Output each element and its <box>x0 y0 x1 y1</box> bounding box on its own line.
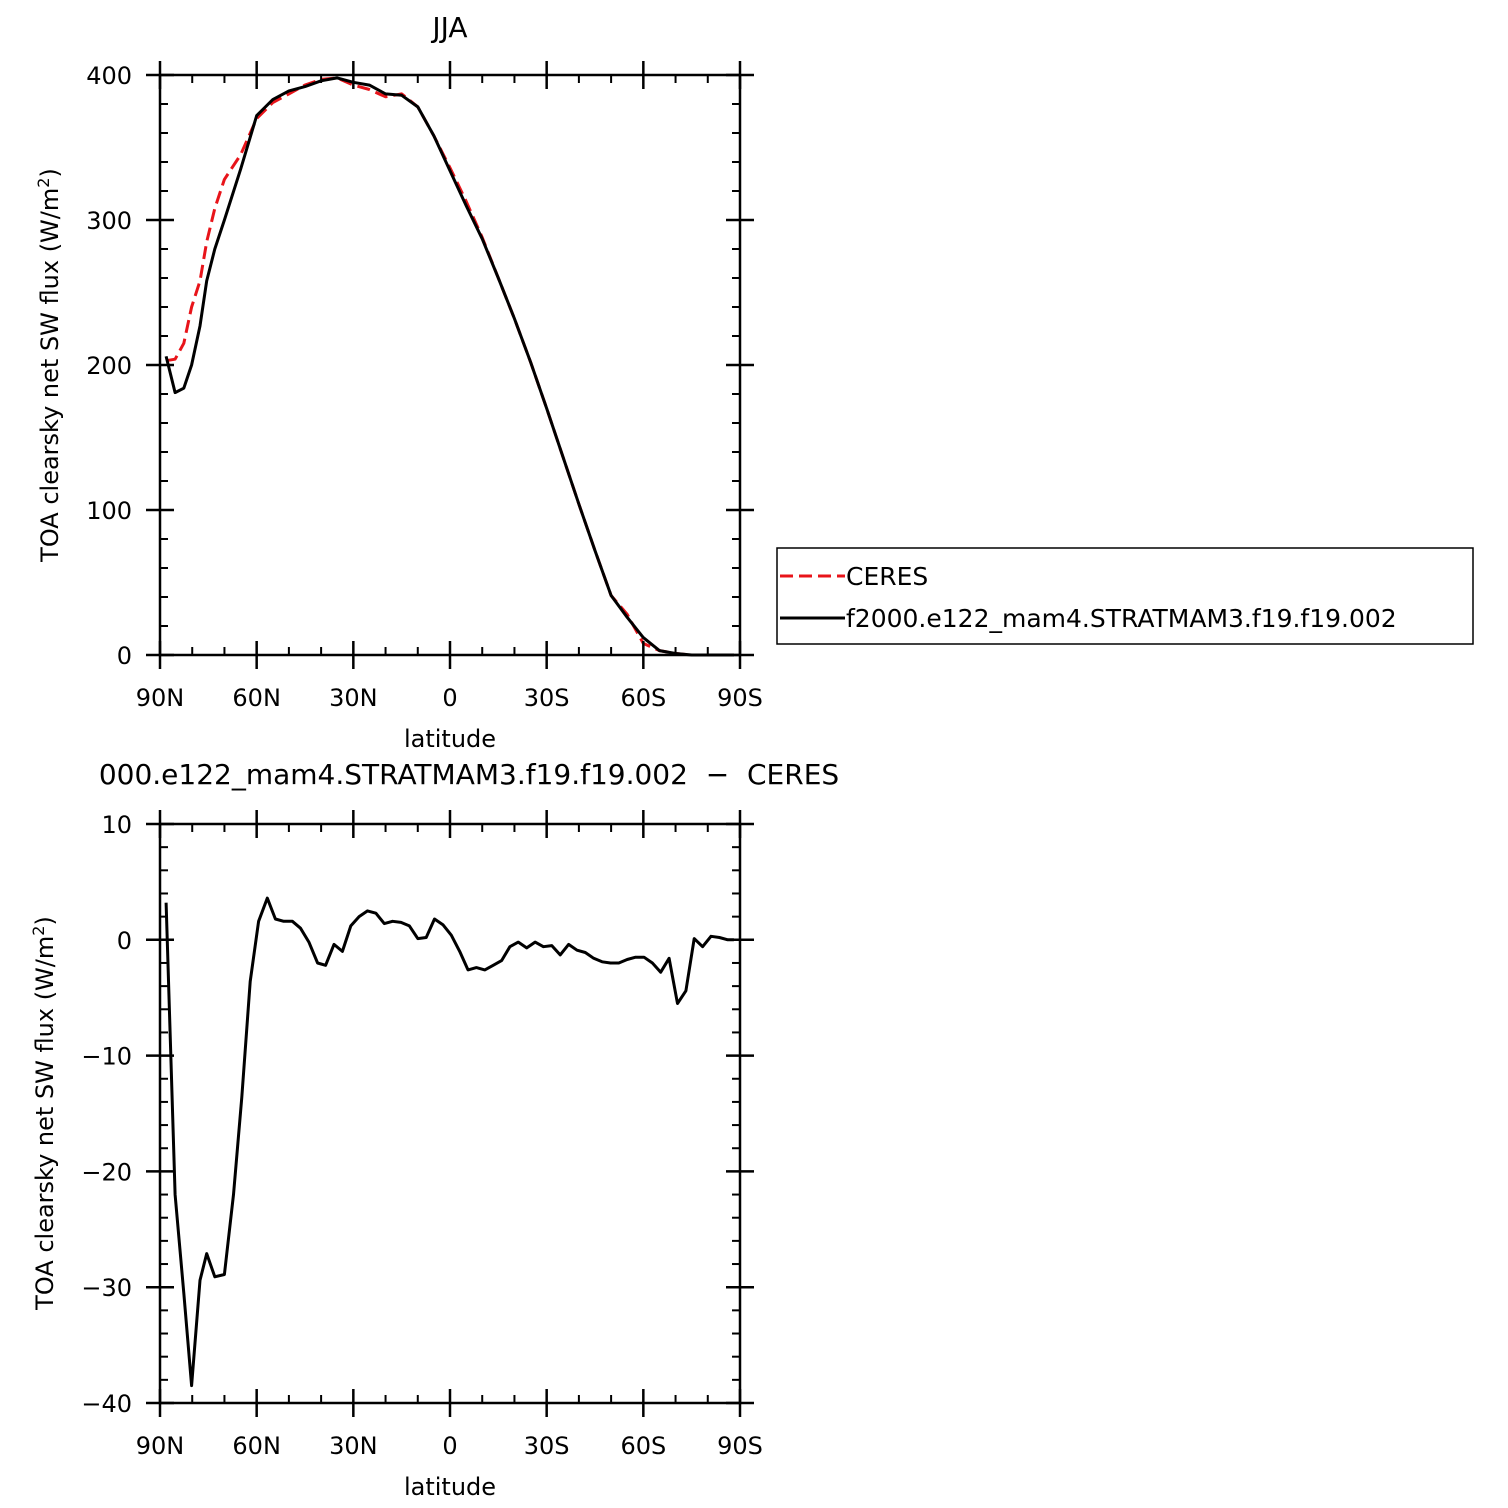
top-panel-ylabel-main: TOA clearsky net SW flux (W/m <box>36 188 64 563</box>
y-tick-label: 100 <box>86 497 132 525</box>
x-tick-label: 90S <box>717 1432 763 1460</box>
y-tick-label: −30 <box>81 1274 132 1302</box>
series-line-model <box>164 76 734 657</box>
legend-label-model: f2000.e122_mam4.STRATMAM3.f19.f19.002 <box>846 604 1397 633</box>
y-tick-label: 400 <box>86 62 132 90</box>
y-tick-label: −40 <box>81 1390 132 1418</box>
bottom-panel-ylabel-close: ) <box>31 916 59 925</box>
x-tick-label: 0 <box>442 684 457 712</box>
y-tick-label: −20 <box>81 1158 132 1186</box>
legend-label-ceres: CERES <box>846 562 928 591</box>
y-tick-label: 300 <box>86 207 132 235</box>
y-tick-label: 0 <box>117 642 132 670</box>
bottom-panel-xlabel: latitude <box>404 1473 496 1501</box>
x-tick-label: 30S <box>524 684 570 712</box>
top-panel-series <box>164 76 734 657</box>
legend-box <box>776 547 1474 645</box>
top-panel-frame <box>158 73 742 657</box>
bottom-panel-series <box>164 896 734 1388</box>
top-panel-title: JJA <box>430 11 467 44</box>
top-panel-xlabel: latitude <box>404 725 496 753</box>
x-tick-label: 30N <box>329 684 378 712</box>
bottom-panel-frame <box>158 822 742 1405</box>
top-panel: JJA 90N 60N 30N 0 30S 60S 90S 0 100 200 300 400 lat… <box>34 11 763 753</box>
legend: CERES f2000.e122_mam4.STRATMAM3.f19.f19.… <box>776 547 1474 645</box>
y-tick-label: 10 <box>101 811 132 839</box>
series-line-ceres <box>165 76 734 657</box>
bottom-panel-ylabel: TOA clearsky net SW flux (W/m2) <box>29 916 59 1311</box>
x-tick-label: 90N <box>136 1432 185 1460</box>
y-tick-label: 0 <box>117 927 132 955</box>
y-tick-label: 200 <box>86 352 132 380</box>
x-tick-label: 60N <box>232 1432 281 1460</box>
top-panel-ylabel-close: ) <box>36 168 64 177</box>
top-panel-ticks: 90N 60N 30N 0 30S 60S 90S 0 100 200 300 400 <box>86 61 763 712</box>
bottom-panel-ticks: 90N 60N 30N 0 30S 60S 90S −40 −30 −20 −10 0 10 <box>81 810 763 1460</box>
x-tick-label: 30N <box>329 1432 378 1460</box>
x-tick-label: 30S <box>524 1432 570 1460</box>
x-tick-label: 90N <box>136 684 185 712</box>
x-tick-label: 0 <box>442 1432 457 1460</box>
bottom-panel-ylabel-sup: 2 <box>29 926 48 936</box>
top-panel-ylabel: TOA clearsky net SW flux (W/m2) <box>34 168 64 563</box>
x-tick-label: 60N <box>232 684 281 712</box>
x-tick-label: 60S <box>620 1432 666 1460</box>
y-tick-label: −10 <box>81 1043 132 1071</box>
bottom-panel-ylabel-main: TOA clearsky net SW flux (W/m <box>31 936 59 1311</box>
top-panel-ylabel-sup: 2 <box>34 178 53 188</box>
bottom-panel: 000.e122_mam4.STRATMAM3.f19.f19.002 − CE… <box>29 758 839 1501</box>
x-tick-label: 60S <box>620 684 666 712</box>
series-line-difference <box>164 896 734 1388</box>
x-tick-label: 90S <box>717 684 763 712</box>
bottom-panel-title: 000.e122_mam4.STRATMAM3.f19.f19.002 − CE… <box>99 758 839 791</box>
